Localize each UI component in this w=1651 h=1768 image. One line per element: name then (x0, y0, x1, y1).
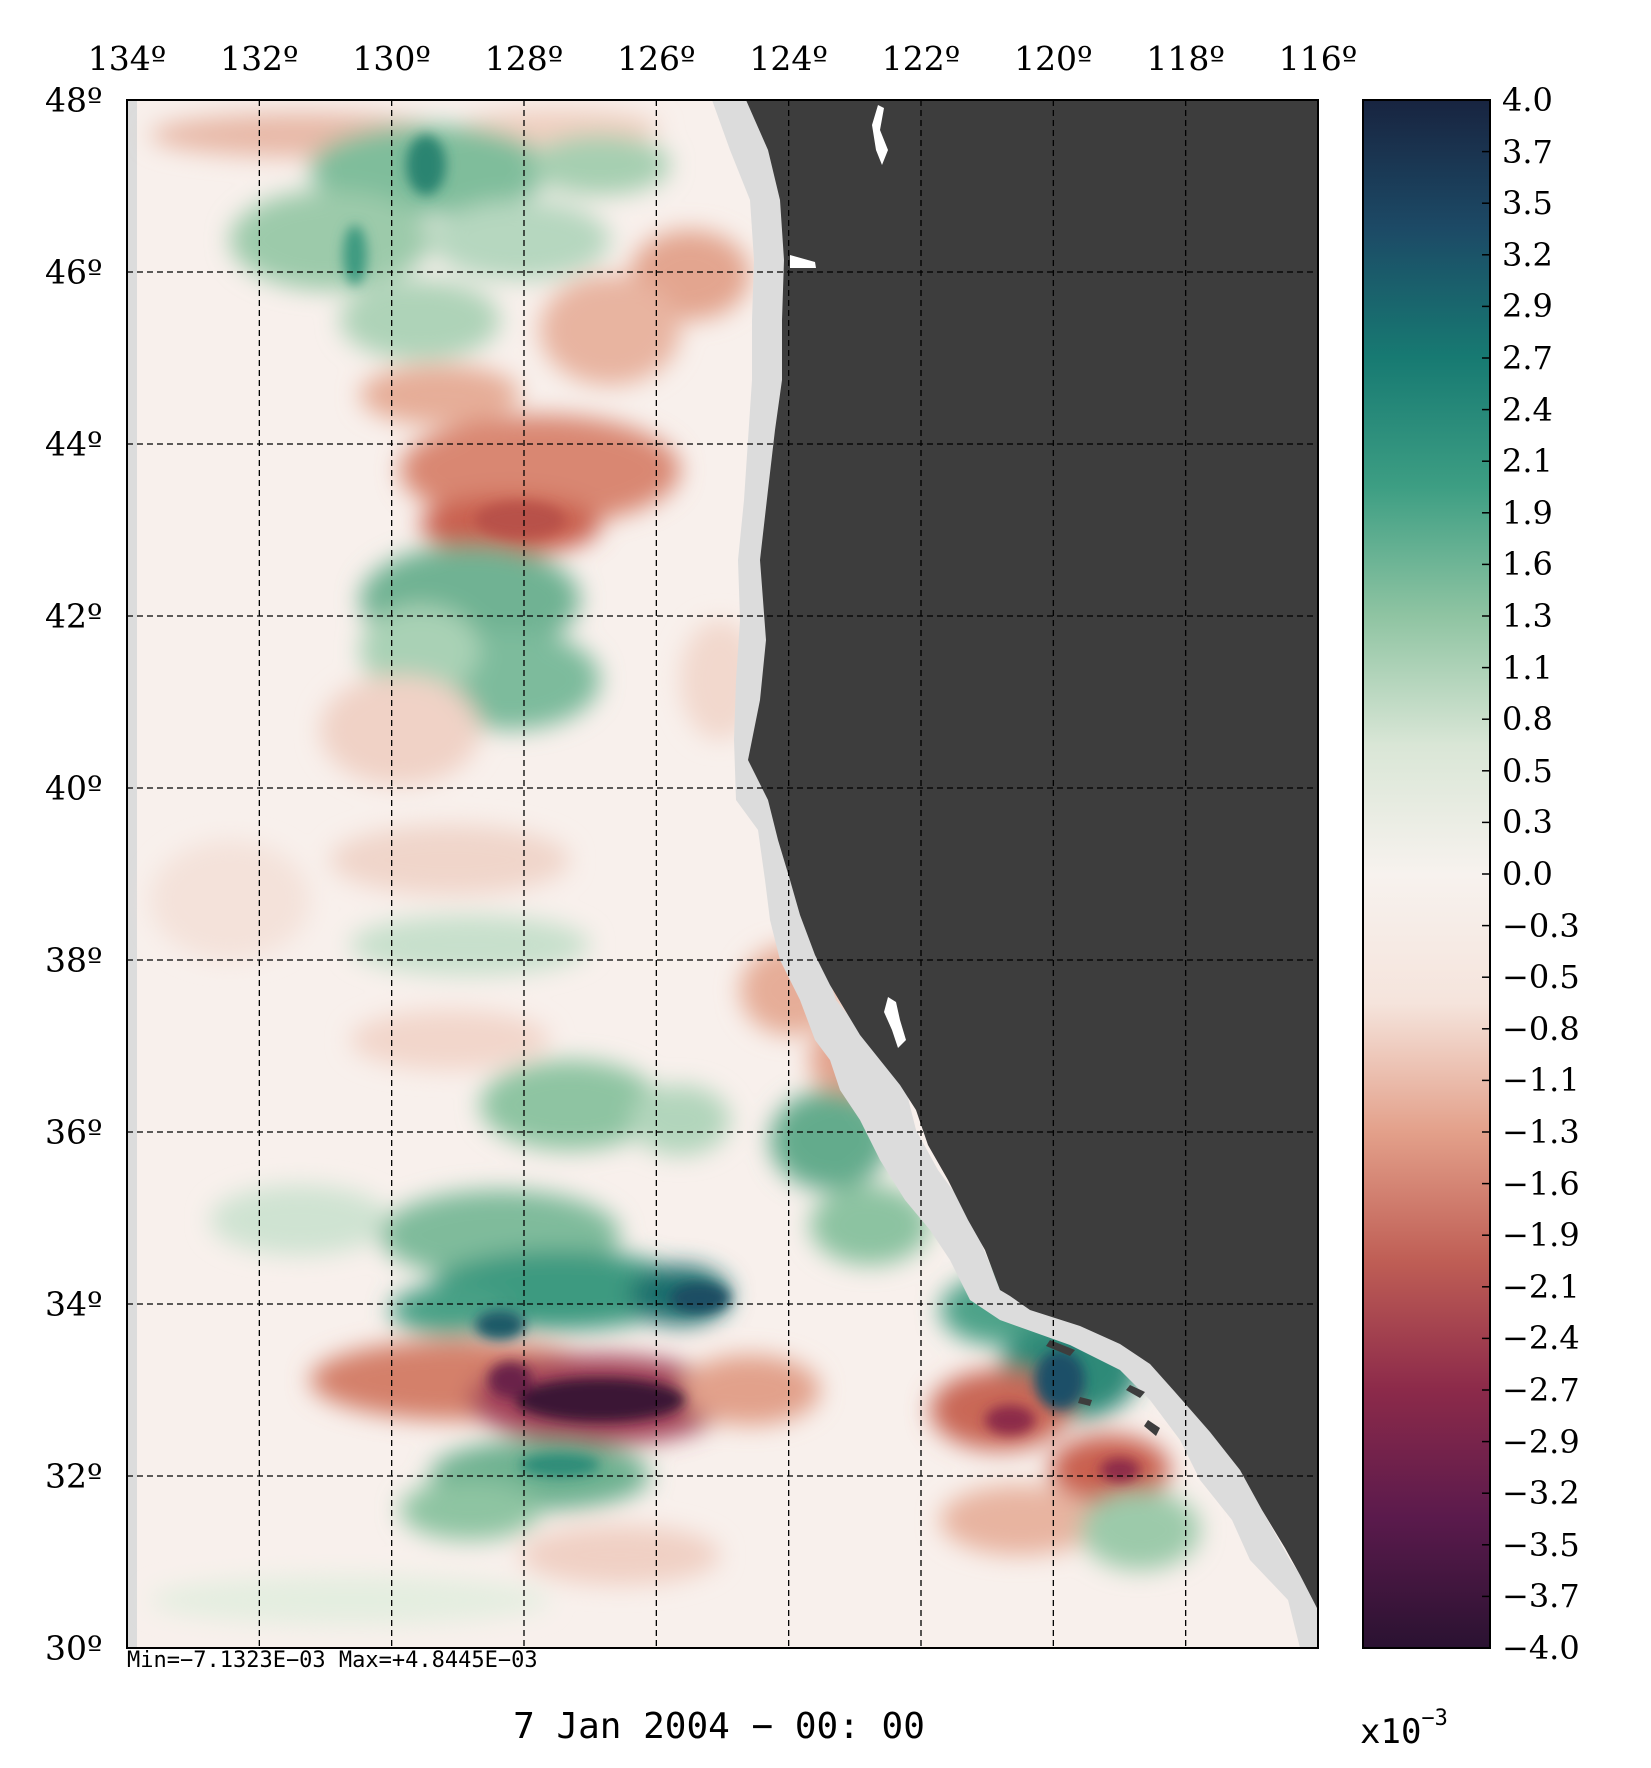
lon-label: 116º (1278, 39, 1358, 78)
lon-label: 120º (1014, 39, 1093, 78)
lon-label: 134º (87, 39, 167, 78)
channel-island-4 (1078, 1397, 1092, 1406)
lon-label: 126º (617, 39, 696, 78)
colorbar-tick-label: 3.2 (1502, 235, 1553, 274)
lat-label: 38º (45, 940, 103, 980)
colorbar-tick-label: 1.3 (1502, 597, 1553, 635)
map-frame (126, 99, 1319, 1649)
colorbar-tick-label: 2.9 (1502, 287, 1553, 326)
channel-island-3 (1144, 1420, 1160, 1436)
lon-label: 124º (749, 39, 828, 78)
lon-label: 132º (220, 39, 299, 78)
scale-exponent: −3 (1421, 1706, 1448, 1731)
anomaly-cores (343, 135, 1140, 1482)
lat-label: 30º (45, 1628, 103, 1668)
colorbar-ticks (1482, 150, 1490, 1598)
colorbar-tick-label: −1.1 (1502, 1061, 1580, 1100)
lat-label: 40º (45, 768, 103, 808)
colorbar-tick-label: 3.7 (1502, 132, 1553, 171)
colorbar-tick-label: −3.2 (1502, 1474, 1580, 1513)
colorbar-tick-label: 2.7 (1502, 339, 1553, 377)
colorbar-tick-label: 0.3 (1502, 803, 1553, 842)
colorbar-tick-label: 4.0 (1502, 81, 1553, 119)
colorbar-tick-label: 2.1 (1502, 442, 1553, 481)
colorbar (1362, 99, 1491, 1649)
lon-label: 130º (352, 39, 431, 78)
colorbar-tick-label: 0.8 (1502, 700, 1553, 739)
colorbar-tick-label: −0.3 (1502, 906, 1580, 945)
gridlines (127, 100, 1318, 1648)
colorbar-tick-label: −0.8 (1502, 1009, 1580, 1048)
lat-label: 32º (45, 1456, 103, 1496)
colorbar-tick-label: 2.4 (1502, 390, 1553, 429)
lat-label: 36º (45, 1112, 103, 1152)
lon-label: 122º (881, 39, 961, 78)
colorbar-tick-label: 3.5 (1502, 184, 1553, 223)
colorbar-tick-label: −4.0 (1502, 1629, 1580, 1667)
colorbar-tick-label: 0.0 (1502, 855, 1553, 893)
colorbar-tick-label: −1.3 (1502, 1113, 1580, 1151)
colorbar-scale-label: x10−3 (1360, 1706, 1448, 1752)
columbia-estuary (790, 255, 816, 268)
colorbar-tick-label: −1.6 (1502, 1164, 1580, 1203)
timestamp-label: 7 Jan 2004 − 00: 00 (513, 1706, 925, 1747)
left-edge-mask (127, 100, 137, 1648)
min-max-readout: Min=−7.1323E−03 Max=+4.8445E−03 (127, 1648, 538, 1673)
lon-label: 128º (484, 39, 564, 78)
lat-label: 46º (45, 252, 103, 292)
colorbar-tick-label: −3.7 (1502, 1577, 1580, 1616)
puget-sound (872, 105, 888, 165)
coast-mask (712, 100, 1318, 1648)
colorbar-tick-label: −1.9 (1502, 1216, 1580, 1255)
colorbar-tick-label: 1.1 (1502, 648, 1553, 687)
colorbar-tick-label: −0.5 (1502, 958, 1580, 997)
colorbar-tick-label: −2.9 (1502, 1422, 1580, 1461)
colorbar-tick-label: −2.4 (1502, 1319, 1580, 1358)
lat-label: 34º (45, 1284, 103, 1324)
colorbar-tick-label: −2.1 (1502, 1267, 1580, 1306)
lat-label: 48º (45, 80, 103, 120)
colorbar-tick-label: −3.5 (1502, 1525, 1580, 1564)
channel-island-2 (1126, 1385, 1145, 1398)
colorbar-tick-label: 1.6 (1502, 545, 1553, 584)
colorbar-tick-label: 0.5 (1502, 751, 1553, 790)
land-mass (746, 100, 1318, 1610)
sf-bay (884, 997, 906, 1048)
scale-text: x10 (1360, 1712, 1422, 1752)
colorbar-tick-label: −2.7 (1502, 1371, 1580, 1409)
colorbar-tick-label: 1.9 (1502, 493, 1553, 532)
lat-label: 44º (45, 424, 103, 464)
lon-label: 118º (1146, 39, 1225, 78)
lat-label: 42º (45, 596, 103, 636)
